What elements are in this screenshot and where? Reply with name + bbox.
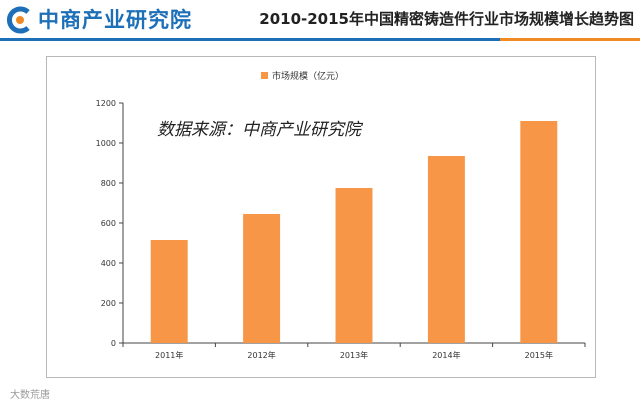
brand-logo-icon <box>7 6 30 34</box>
bar-4 <box>427 156 465 343</box>
source-watermark: 数据来源：中商产业研究院 <box>157 120 364 140</box>
bar-1 <box>150 240 188 343</box>
y-tick-label: 600 <box>101 219 116 228</box>
x-tick-label: 2013年 <box>340 350 368 360</box>
y-tick-label: 400 <box>101 259 116 268</box>
header-rule-orange <box>500 38 640 41</box>
page-header: 中商产业研究院 2010-2015年中国精密铸造件行业市场规模增长趋势图 <box>0 0 640 41</box>
footer-watermark: 大数荒唐 <box>10 390 50 401</box>
bar-3 <box>335 188 373 343</box>
bar-2 <box>243 214 281 343</box>
x-tick-label: 2012年 <box>247 350 275 360</box>
legend-swatch <box>261 72 268 79</box>
bar-chart: 0 200 400 600 800 1000 1200 2011年 2012年 2013年 2014… <box>96 70 586 360</box>
header-rule-blue <box>0 38 500 41</box>
x-tick-label: 2011年 <box>155 350 183 360</box>
y-tick-label: 0 <box>111 339 116 348</box>
legend-label: 市场规模（亿元） <box>272 70 344 82</box>
chart-card: 0 200 400 600 800 1000 1200 2011年 2012年 2013年 2014… <box>46 56 596 378</box>
bar-5 <box>520 121 558 343</box>
page-title: 2010-2015年中国精密铸造件行业市场规模增长趋势图 <box>259 10 634 28</box>
x-tick-label: 2014年 <box>432 350 460 360</box>
x-tick-label: 2015年 <box>525 350 553 360</box>
brand-name: 中商产业研究院 <box>38 8 192 32</box>
y-tick-label: 800 <box>101 179 116 188</box>
y-tick-label: 1200 <box>96 99 116 108</box>
y-tick-label: 200 <box>101 299 116 308</box>
y-tick-label: 1000 <box>96 139 116 148</box>
